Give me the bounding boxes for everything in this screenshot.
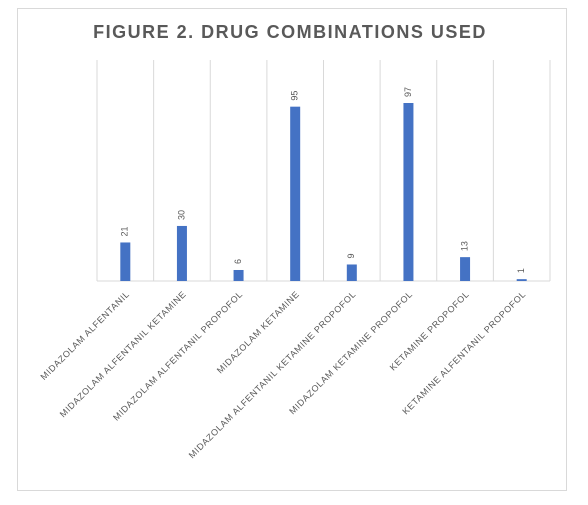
bar	[233, 269, 244, 281]
data-label: 95	[290, 91, 300, 101]
chart-title: FIGURE 2. DRUG COMBINATIONS USED	[93, 22, 487, 42]
data-label: 9	[346, 253, 356, 258]
data-label: 6	[233, 259, 243, 264]
bar	[120, 242, 131, 281]
bar	[346, 264, 357, 281]
bar	[290, 106, 301, 281]
bar	[460, 257, 471, 281]
data-label: 21	[120, 226, 130, 236]
data-label: 97	[403, 87, 413, 97]
data-label: 30	[176, 210, 186, 220]
bar	[516, 279, 527, 281]
bar	[403, 103, 414, 281]
bar	[176, 225, 187, 281]
data-label: 1	[516, 268, 526, 273]
data-label: 13	[459, 241, 469, 251]
